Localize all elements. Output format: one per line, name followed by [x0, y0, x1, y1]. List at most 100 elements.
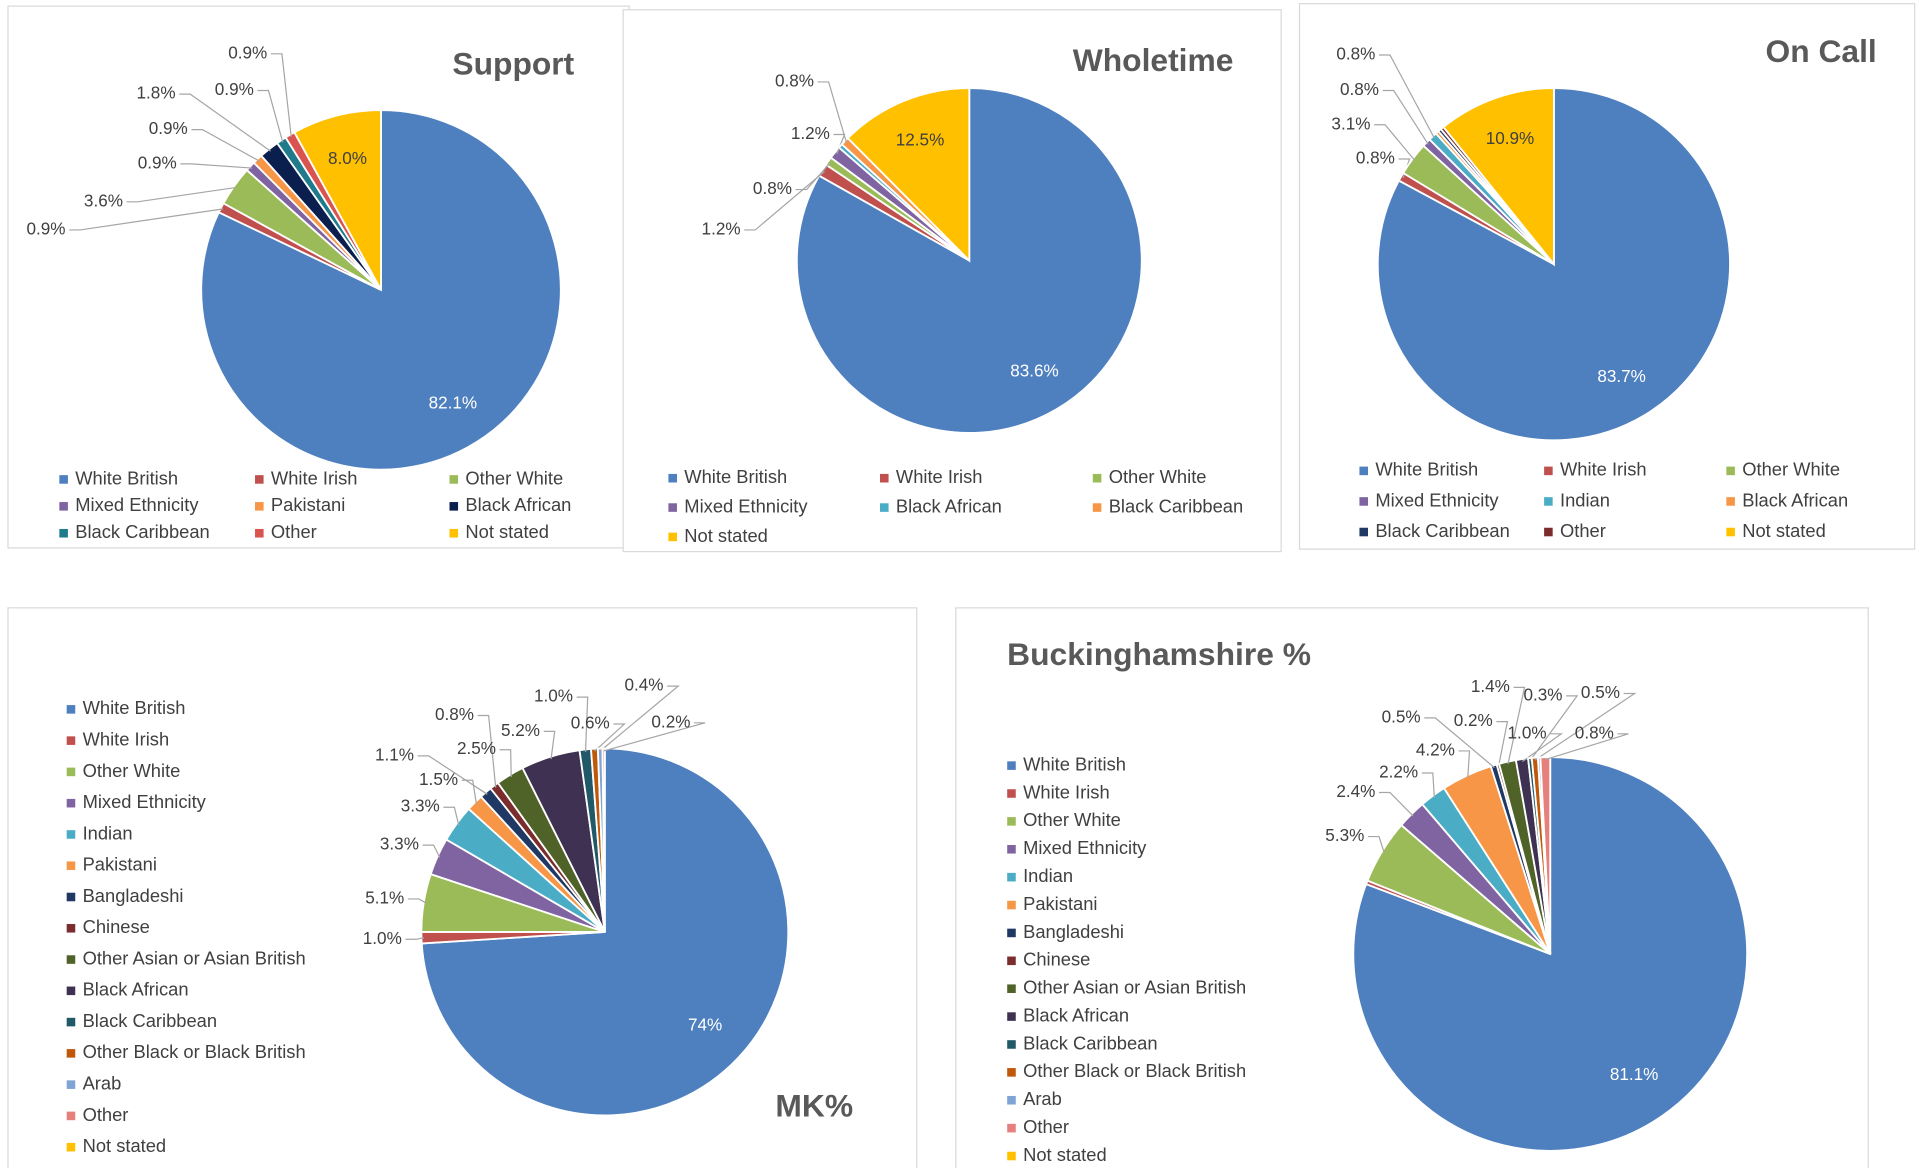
data-label: 0.8%: [1340, 80, 1379, 99]
data-label: 0.9%: [26, 219, 65, 238]
leader-line: [817, 81, 848, 144]
legend-swatch: [668, 532, 677, 542]
leader-line: [1496, 720, 1509, 767]
data-label: 2.4%: [1336, 782, 1375, 801]
chart-title: On Call: [1766, 33, 1877, 69]
legend-label: Black African: [1023, 1004, 1129, 1025]
leader-line: [795, 162, 831, 191]
leader-line: [191, 129, 260, 162]
leader-line: [407, 898, 427, 904]
legend-swatch: [1007, 1040, 1016, 1049]
legend-swatch: [66, 705, 76, 714]
leader-line: [1374, 124, 1416, 161]
leader-line: [1421, 772, 1435, 798]
legend-label: Not stated: [1023, 1144, 1107, 1165]
leader-line: [603, 722, 706, 752]
leader-line: [1379, 54, 1435, 139]
legend-label: Pakistani: [1023, 893, 1097, 914]
legend-label: Other: [1560, 520, 1606, 541]
data-label: 0.9%: [138, 153, 177, 172]
legend-label: Not stated: [465, 521, 549, 542]
legend-label: Chinese: [1023, 949, 1090, 970]
legend-swatch: [880, 503, 889, 512]
data-label: 74%: [688, 1016, 722, 1035]
data-label: 0.5%: [1581, 683, 1620, 702]
legend-swatch: [1726, 527, 1735, 537]
leader-line: [417, 755, 488, 795]
legend-label: Arab: [1023, 1088, 1062, 1109]
legend-swatch: [66, 955, 76, 964]
legend-swatch: [449, 502, 459, 511]
legend-swatch: [1544, 466, 1553, 476]
data-label: 0.8%: [753, 179, 792, 198]
data-label: 1.5%: [419, 770, 458, 789]
legend-label: Black Caribbean: [75, 521, 209, 542]
legend-label: Other Asian or Asian British: [83, 947, 306, 968]
leader-line: [477, 714, 497, 788]
legend-label: White British: [83, 697, 186, 718]
legend-label: Other Black or Black British: [1023, 1060, 1246, 1081]
chart-title: Wholetime: [1073, 42, 1234, 78]
leader-line: [179, 93, 271, 152]
data-label: 3.3%: [380, 835, 419, 854]
data-label: 82.1%: [429, 393, 478, 412]
legend-swatch: [449, 475, 459, 484]
legend-label: Black Caribbean: [1109, 495, 1243, 516]
legend-swatch: [1007, 872, 1016, 882]
legend-swatch: [1007, 844, 1016, 854]
legend-label: Not stated: [83, 1135, 167, 1156]
data-label: 81.1%: [1610, 1065, 1659, 1084]
legend-swatch: [66, 1017, 76, 1027]
legend-label: Not stated: [1742, 520, 1826, 541]
leader-line: [443, 806, 460, 826]
legend-label: Other White: [1742, 459, 1840, 480]
pie-slice: [846, 87, 971, 263]
chart-title: MK%: [775, 1087, 853, 1123]
legend-label: Black Caribbean: [83, 1010, 217, 1031]
legend-label: Not stated: [684, 525, 768, 546]
pie-slice: [1442, 87, 1555, 267]
data-label: 0.8%: [1336, 45, 1375, 64]
legend-label: Bangladeshi: [1023, 921, 1124, 942]
leader-line: [1379, 791, 1414, 817]
data-label: 3.3%: [401, 797, 440, 816]
chart-title: Buckinghamshire %: [1007, 636, 1311, 672]
data-label: 5.1%: [365, 888, 404, 907]
data-label: 0.2%: [1454, 711, 1493, 730]
legend-label: White British: [1023, 753, 1126, 774]
data-label: 0.2%: [651, 712, 690, 731]
legend-swatch: [66, 923, 76, 933]
legend-label: Indian: [1560, 489, 1610, 510]
data-label: 8.0%: [328, 149, 367, 168]
legend-label: Mixed Ethnicity: [684, 495, 808, 516]
legend-swatch: [66, 767, 76, 777]
legend-swatch: [1007, 817, 1016, 826]
legend-swatch: [66, 1049, 76, 1058]
data-label: 10.9%: [1486, 129, 1535, 148]
data-label: 3.1%: [1331, 114, 1370, 133]
leader-line: [422, 844, 441, 858]
legend-swatch: [1007, 928, 1016, 938]
data-label: 1.0%: [363, 929, 402, 948]
legend-label: White Irish: [271, 467, 358, 488]
legend-label: Mixed Ethnicity: [83, 791, 207, 812]
leader-line: [543, 730, 556, 760]
legend-swatch: [1726, 497, 1735, 506]
data-label: 2.5%: [457, 739, 496, 758]
legend-swatch: [1007, 900, 1016, 910]
pie-slice: [1539, 756, 1552, 955]
legend-label: Other Black or Black British: [83, 1041, 306, 1062]
data-label: 1.4%: [1471, 677, 1510, 696]
legend-swatch: [1007, 956, 1016, 966]
data-label: 0.8%: [1575, 723, 1614, 742]
legend-swatch: [255, 475, 264, 484]
legend-swatch: [66, 798, 76, 808]
legend-label: Mixed Ethnicity: [1375, 489, 1499, 510]
leader-line: [594, 723, 626, 752]
leader-line: [1382, 89, 1429, 145]
pie-slice: [293, 109, 382, 291]
legend-label: Chinese: [83, 916, 150, 937]
legend-label: Black African: [83, 979, 189, 1000]
legend-swatch: [66, 736, 76, 745]
